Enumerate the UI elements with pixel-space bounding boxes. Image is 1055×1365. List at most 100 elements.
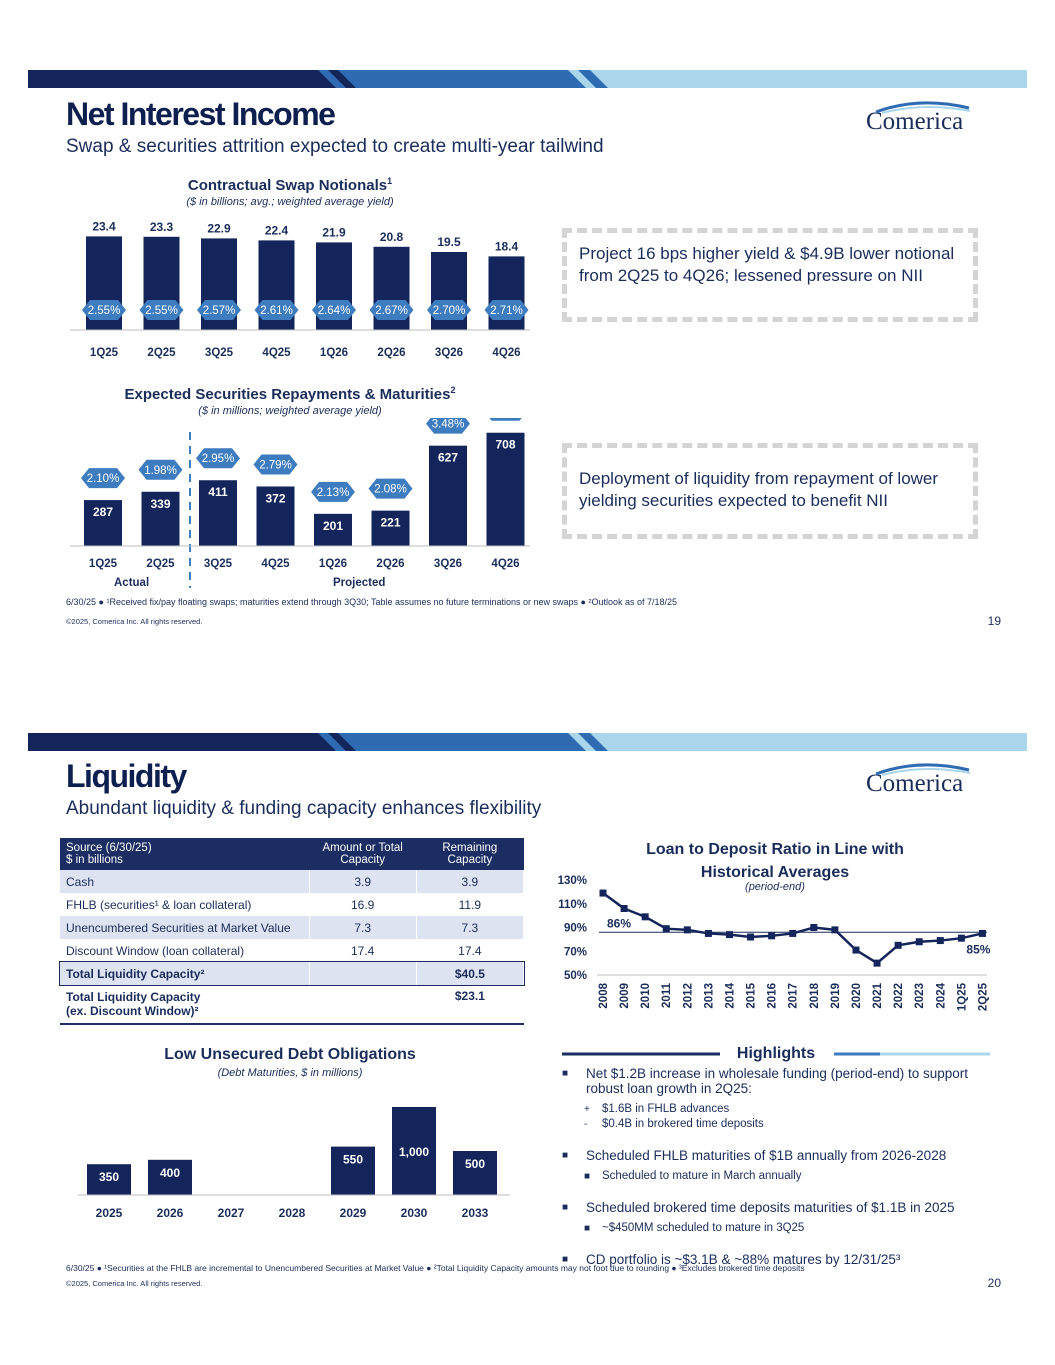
- ltd-chart-title-line1: Loan to Deposit Ratio in Line with: [646, 841, 904, 858]
- securities-value-label: 339: [150, 497, 170, 511]
- highlight-item: ■ Scheduled FHLB maturities of $1B annual…: [560, 1148, 1000, 1163]
- bullet-icon: ■: [562, 1254, 569, 1265]
- ltd-x-tick: 2011: [661, 982, 673, 1008]
- logo-swoosh-icon: [875, 101, 971, 114]
- debt-x-tick: 2025: [96, 1206, 123, 1220]
- actual-label: Actual: [114, 577, 150, 589]
- swap-x-tick: 2Q25: [147, 347, 176, 359]
- swap-yield-label: 2.70%: [433, 305, 466, 317]
- debt-value-label: 350: [99, 1170, 119, 1184]
- swap-chart-title: Contractual Swap Notionals1: [120, 176, 460, 194]
- swap-x-tick: 4Q26: [492, 347, 520, 359]
- ltd-point: [936, 937, 944, 945]
- ltd-x-tick: 2017: [788, 983, 800, 1009]
- highlights-title: Highlights: [736, 1045, 816, 1062]
- projected-label: Projected: [333, 577, 386, 589]
- table-cell-amount: 17.4: [309, 939, 417, 962]
- page-number: 20: [987, 1276, 1001, 1290]
- debt-chart-subtitle: (Debt Maturities, $ in millions): [217, 1067, 363, 1079]
- highlight-subitem: + $1.6B in FHLB advances: [560, 1102, 1000, 1117]
- ltd-point: [662, 925, 670, 933]
- comerica-logo: Comerica: [866, 101, 971, 136]
- swap-x-tick: 3Q25: [205, 347, 234, 359]
- ltd-x-tick: 2Q25: [977, 982, 989, 1011]
- highlight-item: ■ CD portfolio is ~$3.1B & ~88% matures b…: [560, 1252, 1000, 1267]
- table-cell-remaining: 17.4: [416, 939, 525, 962]
- highlight-subitem: ■ Scheduled to mature in March annually: [560, 1169, 1000, 1184]
- securities-bar: [199, 480, 237, 546]
- ltd-chart-subtitle: (period-end): [745, 881, 805, 893]
- swap-yield-label: 2.64%: [318, 305, 351, 317]
- swap-yield-label: 2.67%: [375, 305, 408, 317]
- callout-securities: Deployment of liquidity from repayment o…: [562, 443, 978, 539]
- table-cell-amount: 3.9: [309, 870, 417, 893]
- debt-x-tick: 2028: [279, 1206, 306, 1220]
- securities-yield-label: 3.48%: [432, 419, 465, 431]
- comerica-logo: Comerica: [866, 763, 971, 798]
- securities-bar: [371, 510, 410, 546]
- securities-x-tick: 4Q25: [261, 558, 290, 570]
- securities-chart-subtitle: ($ in millions; weighted average yield): [198, 405, 382, 417]
- debt-chart: 350 2025 400 2026 2027 2028 550 2029 1,000 2030 50…: [78, 1107, 510, 1220]
- swap-x-tick: 1Q26: [320, 347, 348, 359]
- plus-marker: +: [584, 1104, 590, 1115]
- debt-value-label: 400: [160, 1166, 180, 1180]
- swap-x-tick: 4Q25: [262, 347, 291, 359]
- swap-value-label: 22.4: [265, 223, 289, 237]
- bullet-icon: ■: [562, 1150, 569, 1161]
- ltd-x-tick: 2020: [851, 983, 863, 1009]
- ltd-chart-title-line2: Historical Averages: [700, 864, 850, 881]
- ltd-x-tick: 2008: [598, 982, 610, 1008]
- highlight-item: ■ Net $1.2B increase in wholesale funding…: [560, 1066, 1000, 1096]
- table-cell-source: Discount Window (loan collateral): [60, 939, 310, 962]
- callout-swap: Project 16 bps higher yield & $4.9B lowe…: [562, 228, 978, 322]
- swap-yield-badge: [369, 300, 414, 320]
- ltd-point: [957, 934, 965, 942]
- swap-yield-label: 2.61%: [260, 305, 293, 317]
- swap-x-tick: 3Q26: [435, 347, 463, 359]
- ltd-x-tick: 2022: [893, 983, 905, 1009]
- swap-value-label: 21.9: [322, 225, 346, 239]
- swap-yield-badge: [312, 300, 356, 320]
- swap-yield-badge: [197, 300, 241, 320]
- ltd-point: [810, 924, 818, 931]
- page-subtitle: Abundant liquidity & funding capacity en…: [66, 798, 542, 819]
- ltd-x-tick: 2013: [703, 983, 715, 1009]
- minus-marker: -: [584, 1119, 588, 1130]
- securities-value-label: 708: [495, 438, 515, 452]
- table-row: Discount Window (loan collateral) 17.4 1…: [60, 939, 525, 962]
- ltd-x-tick: 2009: [619, 983, 631, 1009]
- table-cell-amount: [309, 962, 417, 985]
- ltd-average-label: 86%: [607, 916, 631, 930]
- swap-yield-badge: [139, 300, 184, 320]
- debt-bar: [331, 1146, 375, 1195]
- table-row: Unencumbered Securities at Market Value …: [60, 916, 525, 939]
- table-cell-source: Cash: [60, 870, 310, 893]
- debt-x-tick: 2029: [340, 1206, 367, 1220]
- debt-bar: [453, 1151, 497, 1195]
- securities-yield-label: 2.08%: [374, 484, 407, 496]
- ltd-point: [641, 913, 649, 921]
- swap-yield-label: 2.71%: [490, 305, 523, 317]
- highlight-item: ■ Scheduled brokered time deposits maturi…: [560, 1200, 1000, 1215]
- highlight-subitem: ■ ~$450MM scheduled to mature in 3Q25: [560, 1221, 1000, 1236]
- header-band: [28, 733, 1027, 751]
- securities-yield-badge: [311, 481, 355, 502]
- swap-chart-title-text: Contractual Swap Notionals: [187, 177, 388, 194]
- swap-x-tick: 1Q25: [90, 347, 119, 359]
- securities-yield-label: 2.95%: [202, 453, 235, 465]
- highlight-subtext: $1.6B in FHLB advances: [602, 1103, 730, 1115]
- securities-yield-label: 2.10%: [87, 473, 120, 485]
- swap-value-label: 23.4: [92, 219, 116, 233]
- ltd-x-tick: 2016: [767, 983, 779, 1009]
- table-cell-remaining: $40.5: [416, 962, 525, 985]
- ltd-point: [894, 941, 902, 949]
- ltd-x-tick: 2014: [724, 982, 736, 1008]
- debt-x-tick: 2030: [401, 1206, 428, 1220]
- debt-bar: [392, 1107, 436, 1195]
- ltd-x-tick: 2021: [872, 982, 884, 1008]
- ltd-point: [915, 938, 923, 946]
- ltd-point: [683, 926, 691, 934]
- securities-yield-badge: [253, 454, 298, 475]
- swap-yield-badge: [484, 300, 529, 320]
